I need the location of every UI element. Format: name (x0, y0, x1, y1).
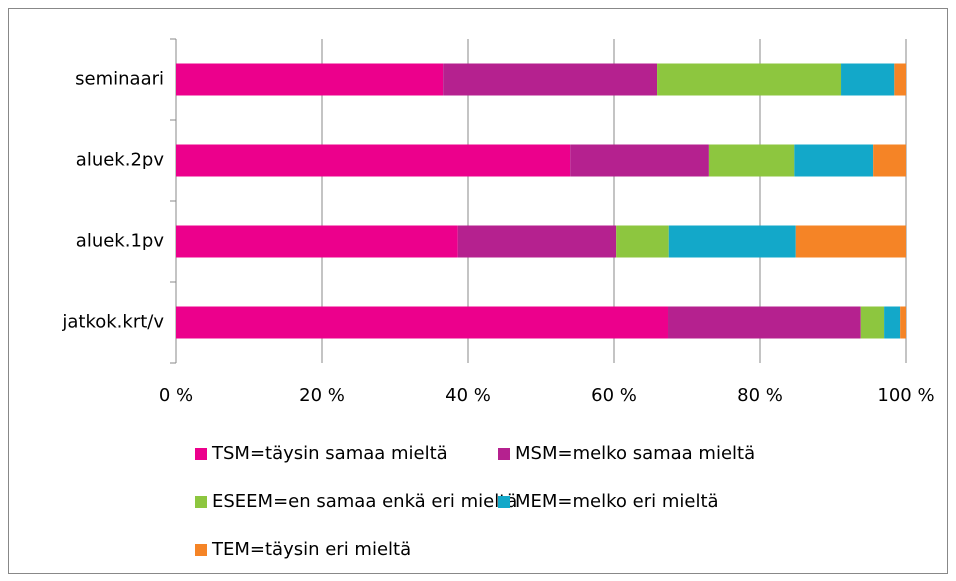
bar-segment (873, 144, 906, 177)
bar-segment (884, 306, 901, 339)
legend-swatch (195, 448, 207, 460)
legend-swatch (498, 496, 510, 508)
legend-swatch (195, 496, 207, 508)
bar-segment (841, 63, 895, 96)
y-tick-label: aluek.2pv (76, 150, 165, 171)
bar-segment (894, 63, 906, 96)
legend-label: MSM=melko samaa mieltä (515, 443, 755, 464)
legend-swatch (195, 544, 207, 556)
bar-segment (176, 63, 444, 96)
x-tick-label: 0 % (159, 385, 193, 406)
legend-label: TEM=täysin eri mieltä (211, 539, 411, 560)
bar-segment (176, 306, 669, 339)
bar-segment (616, 225, 669, 258)
y-tick-label: aluek.1pv (76, 231, 165, 252)
x-tick-label: 80 % (737, 385, 783, 406)
x-tick-label: 100 % (877, 385, 934, 406)
bar-segment (900, 306, 906, 339)
y-tick-label: jatkok.krt/v (61, 312, 164, 333)
bar-segment (457, 225, 617, 258)
legend-label: MEM=melko eri mieltä (515, 491, 719, 512)
legend-swatch (498, 448, 510, 460)
bar-segment (570, 144, 709, 177)
x-tick-label: 20 % (299, 385, 345, 406)
bar-segment (860, 306, 885, 339)
bar-segment (443, 63, 658, 96)
bar-segment (794, 144, 874, 177)
y-tick-label: seminaari (75, 69, 164, 90)
chart-frame (8, 8, 948, 574)
legend-label: TSM=täysin samaa mieltä (211, 443, 448, 464)
x-tick-label: 40 % (445, 385, 491, 406)
bar-segment (668, 306, 861, 339)
legend-label: ESEEM=en samaa enkä eri mieltä (212, 491, 517, 512)
bar-segment (176, 225, 458, 258)
bar-segment (795, 225, 906, 258)
bar-segment (668, 225, 796, 258)
bar-segment (708, 144, 795, 177)
bar-segment (657, 63, 842, 96)
bar-segment (176, 144, 571, 177)
x-tick-label: 60 % (591, 385, 637, 406)
